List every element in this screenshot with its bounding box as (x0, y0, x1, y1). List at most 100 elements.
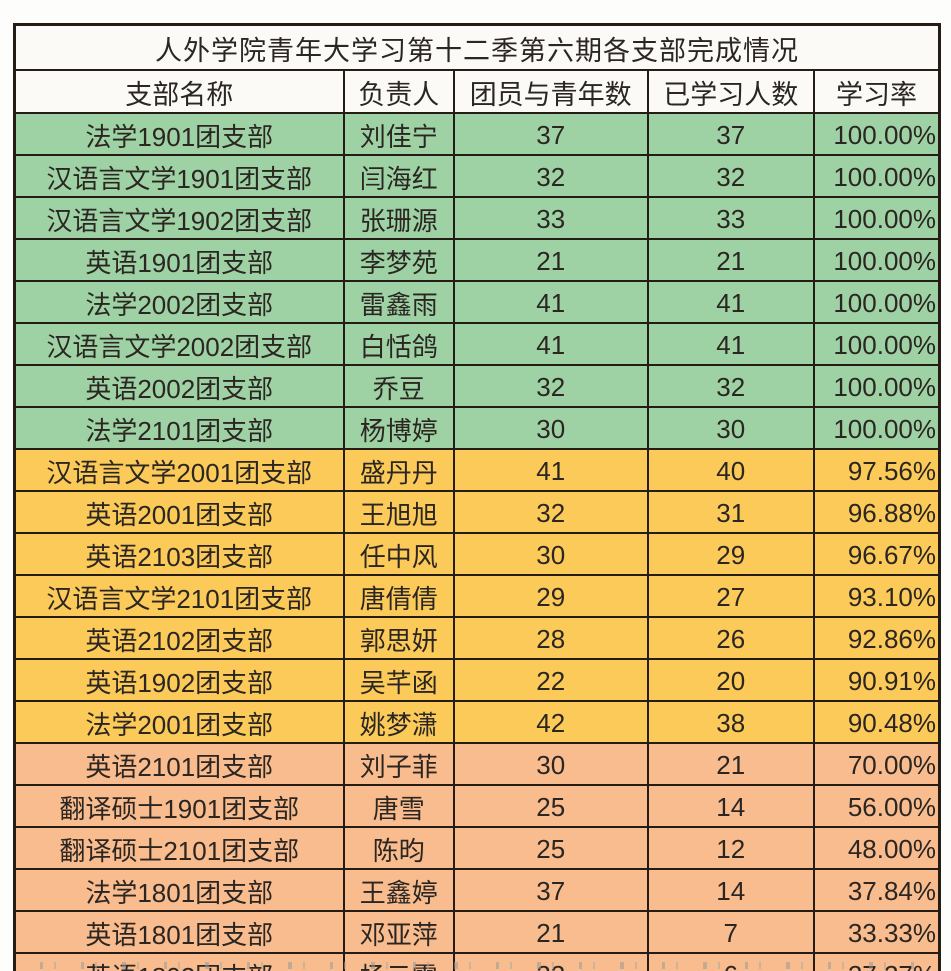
table-row: 法学1901团支部 刘佳宁 37 37 100.00% (13, 112, 941, 156)
study-rate-cell: 93.10% (813, 574, 941, 618)
table-row: 英语1801团支部 邓亚萍 21 7 33.33% (13, 910, 941, 954)
study-rate-cell: 48.00% (813, 826, 941, 870)
studied-count-cell: 21 (646, 742, 816, 786)
branch-name-cell: 英语2001团支部 (13, 490, 345, 534)
study-rate-cell: 70.00% (813, 742, 941, 786)
study-rate-cell: 56.00% (813, 784, 941, 828)
branch-name-cell: 英语2102团支部 (13, 616, 345, 660)
studied-count-cell: 32 (646, 364, 816, 408)
branch-name-cell: 英语2002团支部 (13, 364, 345, 408)
members-count-cell: 32 (452, 490, 649, 534)
table-row: 英语2001团支部 王旭旭 32 31 96.88% (13, 490, 941, 534)
leader-name-cell: 杨博婷 (342, 406, 455, 450)
leader-name-cell: 王鑫婷 (342, 868, 455, 912)
studied-count-cell: 31 (646, 490, 816, 534)
study-rate-cell: 96.88% (813, 490, 941, 534)
table-row: 英语2103团支部 任中风 30 29 96.67% (13, 532, 941, 576)
members-count-cell: 30 (452, 742, 649, 786)
study-rate-cell: 96.67% (813, 532, 941, 576)
members-count-cell: 30 (452, 406, 649, 450)
column-header-leader: 负责人 (342, 69, 455, 114)
studied-count-cell: 32 (646, 154, 816, 198)
branch-name-cell: 汉语言文学1901团支部 (13, 154, 345, 198)
table-row: 英语2101团支部 刘子菲 30 21 70.00% (13, 742, 941, 786)
table-row: 英语1902团支部 吴芊函 22 20 90.91% (13, 658, 941, 702)
studied-count-cell: 12 (646, 826, 816, 870)
members-count-cell: 21 (452, 910, 649, 954)
study-rate-cell: 90.91% (813, 658, 941, 702)
studied-count-cell: 40 (646, 448, 816, 492)
leader-name-cell: 王旭旭 (342, 490, 455, 534)
studied-count-cell: 26 (646, 616, 816, 660)
table-row: 翻译硕士2101团支部 陈昀 25 12 48.00% (13, 826, 941, 870)
branch-name-cell: 汉语言文学2001团支部 (13, 448, 345, 492)
members-count-cell: 41 (452, 448, 649, 492)
branch-name-cell: 翻译硕士2101团支部 (13, 826, 345, 870)
branch-name-cell: 英语2101团支部 (13, 742, 345, 786)
leader-name-cell: 刘佳宁 (342, 112, 455, 156)
title-row: 人外学院青年大学习第十二季第六期各支部完成情况 (13, 23, 941, 71)
study-rate-cell: 92.86% (813, 616, 941, 660)
studied-count-cell: 21 (646, 238, 816, 282)
branch-name-cell: 法学1901团支部 (13, 112, 345, 156)
leader-name-cell: 姚梦潇 (342, 700, 455, 744)
leader-name-cell: 唐雪 (342, 784, 455, 828)
members-count-cell: 37 (452, 868, 649, 912)
members-count-cell: 29 (452, 574, 649, 618)
study-rate-cell: 90.48% (813, 700, 941, 744)
study-rate-cell: 100.00% (813, 322, 941, 366)
column-header-studied: 已学习人数 (646, 69, 816, 114)
column-header-rate: 学习率 (813, 69, 941, 114)
branch-name-cell: 英语1902团支部 (13, 658, 345, 702)
branch-name-cell: 法学2001团支部 (13, 700, 345, 744)
members-count-cell: 21 (452, 238, 649, 282)
study-rate-cell: 33.33% (813, 910, 941, 954)
members-count-cell: 25 (452, 784, 649, 828)
branch-name-cell: 法学1801团支部 (13, 868, 345, 912)
studied-count-cell: 30 (646, 406, 816, 450)
members-count-cell: 42 (452, 700, 649, 744)
leader-name-cell: 陈昀 (342, 826, 455, 870)
study-rate-cell: 100.00% (813, 406, 941, 450)
column-header-branch: 支部名称 (13, 69, 345, 114)
studied-count-cell: 7 (646, 910, 816, 954)
column-header-members: 团员与青年数 (452, 69, 649, 114)
cut-off-text-sliver (40, 962, 920, 969)
studied-count-cell: 20 (646, 658, 816, 702)
members-count-cell: 28 (452, 616, 649, 660)
study-rate-cell: 37.84% (813, 868, 941, 912)
leader-name-cell: 唐倩倩 (342, 574, 455, 618)
study-rate-cell: 100.00% (813, 238, 941, 282)
table-row: 法学2001团支部 姚梦潇 42 38 90.48% (13, 700, 941, 744)
studied-count-cell: 27 (646, 574, 816, 618)
study-rate-cell: 100.00% (813, 196, 941, 240)
table-title: 人外学院青年大学习第十二季第六期各支部完成情况 (13, 23, 941, 71)
branch-name-cell: 英语2103团支部 (13, 532, 345, 576)
completion-table: 人外学院青年大学习第十二季第六期各支部完成情况 支部名称 负责人 团员与青年数 … (13, 23, 941, 971)
study-rate-cell: 100.00% (813, 280, 941, 324)
branch-name-cell: 汉语言文学2101团支部 (13, 574, 345, 618)
branch-name-cell: 英语1901团支部 (13, 238, 345, 282)
leader-name-cell: 邓亚萍 (342, 910, 455, 954)
studied-count-cell: 38 (646, 700, 816, 744)
table-row: 汉语言文学1902团支部 张珊源 33 33 100.00% (13, 196, 941, 240)
members-count-cell: 37 (452, 112, 649, 156)
table-row: 法学1801团支部 王鑫婷 37 14 37.84% (13, 868, 941, 912)
study-rate-cell: 100.00% (813, 112, 941, 156)
members-count-cell: 41 (452, 322, 649, 366)
leader-name-cell: 郭思妍 (342, 616, 455, 660)
members-count-cell: 32 (452, 154, 649, 198)
branch-name-cell: 汉语言文学1902团支部 (13, 196, 345, 240)
table-row: 英语1901团支部 李梦苑 21 21 100.00% (13, 238, 941, 282)
table-row: 英语2102团支部 郭思妍 28 26 92.86% (13, 616, 941, 660)
members-count-cell: 32 (452, 364, 649, 408)
leader-name-cell: 张珊源 (342, 196, 455, 240)
table-body: 法学1901团支部 刘佳宁 37 37 100.00% 汉语言文学1901团支部 闫海红 32… (13, 112, 941, 971)
members-count-cell: 30 (452, 532, 649, 576)
table-row: 翻译硕士1901团支部 唐雪 25 14 56.00% (13, 784, 941, 828)
studied-count-cell: 29 (646, 532, 816, 576)
members-count-cell: 41 (452, 280, 649, 324)
studied-count-cell: 14 (646, 784, 816, 828)
table-row: 汉语言文学2101团支部 唐倩倩 29 27 93.10% (13, 574, 941, 618)
